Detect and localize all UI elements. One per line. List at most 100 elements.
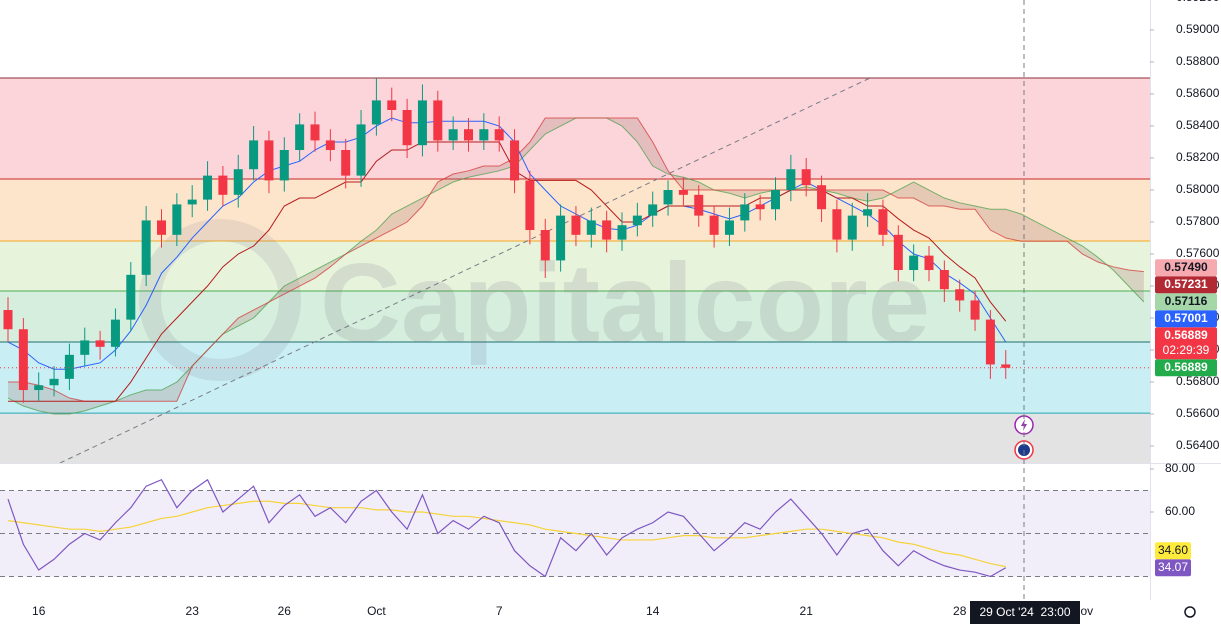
y-tick-label: 0.58600: [1176, 86, 1220, 100]
rsi-line: [7, 500, 1006, 568]
x-tick-label: 28: [953, 604, 967, 618]
candle-body: [909, 255, 919, 271]
price-badge-label: 0.56889: [1164, 360, 1208, 374]
candle-body: [832, 209, 842, 240]
price-badge: [1155, 310, 1217, 328]
candle-body: [49, 378, 59, 386]
rsi-badge-label: 34.07: [1158, 560, 1188, 574]
y-tick-label: 0.57800: [1176, 214, 1220, 228]
price-badge: [1155, 359, 1217, 377]
candle-body: [694, 194, 704, 216]
watermark-logo: [139, 219, 301, 381]
x-tick-label: 14: [646, 604, 660, 618]
y-tick-label: 0.56600: [1176, 406, 1220, 420]
y-tick-label: 0.58400: [1176, 118, 1220, 132]
candle-body: [310, 124, 320, 141]
price-badge-label: 0.57001: [1164, 311, 1208, 325]
candle-body: [540, 230, 550, 261]
candle-body: [847, 215, 857, 240]
x-tick-label: 21: [800, 604, 814, 618]
candle-body: [924, 255, 934, 271]
candle-body: [786, 169, 796, 191]
candle-body: [233, 169, 243, 195]
candle-body: [187, 199, 197, 205]
candle-body: [80, 340, 90, 355]
y-tick-label: 0.58200: [1176, 150, 1220, 164]
candle-body: [387, 100, 397, 111]
candle-body: [126, 274, 136, 320]
candle-body: [1001, 364, 1011, 368]
candle-body: [939, 270, 949, 290]
candle-body: [771, 190, 780, 210]
settings-icon[interactable]: [1184, 606, 1196, 618]
candle-body: [433, 100, 443, 141]
rsi-line: [7, 478, 1007, 578]
candle-body: [863, 209, 873, 216]
price-pane: Capitalcore: [0, 77, 1150, 463]
price-badge-label: 0.56889: [1164, 328, 1208, 342]
fib-zone: [0, 413, 1150, 463]
candle-body: [279, 150, 289, 181]
candle-body: [110, 319, 120, 347]
candle-body: [586, 220, 596, 235]
candle-body: [678, 190, 688, 195]
candle-body: [724, 220, 734, 235]
candle-body: [801, 169, 811, 186]
x-tick-label: 16: [32, 604, 46, 618]
trend-line: [59, 77, 871, 463]
y-tick-label: 0.57600: [1176, 246, 1220, 260]
candle-body: [893, 234, 903, 271]
candle-body: [955, 289, 965, 301]
candle-body: [479, 129, 489, 141]
watermark: Capitalcore: [320, 241, 930, 366]
candle-body: [264, 140, 274, 181]
candle-body: [709, 215, 719, 235]
candle-body: [648, 204, 658, 216]
candle-body: [817, 185, 827, 210]
candle-body: [3, 310, 13, 330]
y-tick-label: 0.56400: [1176, 438, 1220, 452]
ichimoku-cloud: [8, 118, 1144, 415]
candle-body: [249, 140, 259, 170]
price-badge-label: 0.57116: [1165, 294, 1208, 308]
y-tick-label: 0.58800: [1176, 54, 1220, 68]
candle-body: [341, 150, 351, 176]
candle-body: [464, 129, 473, 141]
price-badge: [1155, 293, 1217, 311]
candle-body: [325, 140, 335, 151]
rsi-pane: [0, 478, 1150, 578]
candle-body: [740, 204, 750, 221]
price-badge: [1155, 276, 1217, 294]
candle-body: [64, 354, 74, 379]
countdown-label: 02:29:39: [1163, 343, 1210, 357]
candle-body: [571, 215, 581, 235]
rsi-badge-label: 34.60: [1158, 543, 1188, 557]
candle-body: [218, 175, 228, 195]
y-tick-label: 0.58000: [1176, 182, 1220, 196]
candle-body: [556, 215, 566, 261]
price-badge-label: 0.57490: [1164, 260, 1208, 274]
candle-body: [371, 100, 381, 125]
rsi-badge: [1155, 559, 1191, 577]
y-tick-label: 0.56800: [1176, 374, 1220, 388]
cloud-edge: [8, 117, 1144, 402]
candle-body: [157, 220, 166, 235]
rsi-tick-label: 60.00: [1165, 504, 1195, 518]
candle-body: [525, 180, 535, 231]
candle-body: [172, 204, 182, 235]
price-badge-label: 0.57231: [1164, 277, 1208, 291]
x-tick-label: 7: [496, 604, 503, 618]
x-tick-label: Oct: [367, 604, 386, 618]
candle-body: [356, 124, 366, 176]
candle-body: [970, 300, 980, 320]
candle-body: [494, 129, 504, 141]
candle-body: [602, 220, 612, 240]
candle-body: [755, 204, 765, 210]
indicator-line: [8, 141, 1007, 402]
candle-body: [295, 124, 305, 151]
candle-body: [878, 209, 888, 235]
crosshair-label: 29 Oct '24 23:00: [979, 605, 1070, 619]
candle-body: [985, 319, 995, 365]
